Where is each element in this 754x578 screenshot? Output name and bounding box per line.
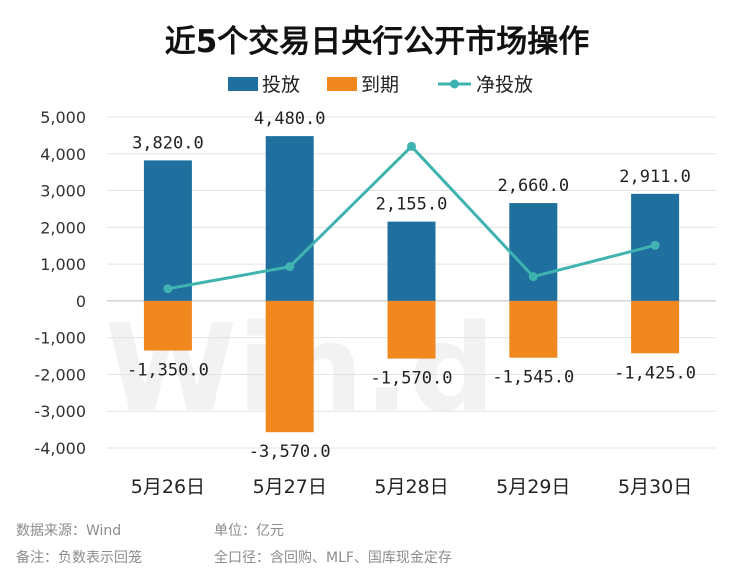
data-label: -1,570.0 [371, 369, 453, 389]
x-tick-label: 5月29日 [496, 476, 570, 498]
x-tick-label: 5月28日 [374, 476, 448, 498]
x-tick-label: 5月30日 [618, 476, 692, 498]
legend-swatch [228, 77, 258, 91]
data-label: 3,820.0 [132, 133, 204, 153]
bar-maturity-0 [143, 300, 192, 351]
bar-maturity-1 [265, 300, 314, 433]
legend-label: 到期 [361, 74, 399, 96]
y-axis: 5,000 4,000 3,000 2,000 1,000 0 -1,000 -2,000 -3… [34, 108, 86, 458]
data-label: -3,570.0 [249, 442, 331, 462]
chart-title: 近5个交易日央行公开市场操作 [165, 24, 590, 60]
y-tick-label: 0 [76, 292, 86, 311]
y-tick-label: 3,000 [40, 182, 86, 201]
bars [143, 136, 680, 433]
net-point-4 [650, 240, 660, 250]
footer-scope: 全口径：含回购、MLF、国库现金定存 [214, 550, 452, 566]
y-tick-label: 1,000 [40, 255, 86, 274]
bar-maturity-2 [387, 300, 436, 359]
net-point-2 [407, 141, 416, 151]
net-point-3 [528, 272, 538, 282]
net-point-1 [285, 262, 295, 272]
legend-swatch-marker [450, 79, 459, 89]
legend-label: 投放 [262, 74, 300, 96]
x-tick-label: 5月27日 [253, 476, 327, 498]
data-label: -1,350.0 [127, 361, 209, 381]
legend-label: 净投放 [476, 74, 533, 96]
data-label: -1,425.0 [614, 363, 696, 383]
footer-unit: 单位：亿元 [214, 523, 284, 539]
bar-maturity-4 [631, 300, 680, 354]
y-tick-label: -1,000 [34, 329, 86, 348]
data-label: 2,660.0 [497, 176, 569, 196]
footer-note: 备注：负数表示回笼 [16, 550, 142, 566]
x-tick-label: 5月26日 [131, 476, 205, 498]
y-tick-label: -3,000 [34, 402, 86, 421]
footer-source: 数据来源：Wind [16, 523, 122, 539]
gridlines [107, 116, 716, 449]
y-tick-label: 2,000 [40, 218, 86, 237]
y-tick-label: -4,000 [34, 439, 86, 458]
y-tick-label: 5,000 [40, 108, 86, 127]
data-label: 4,480.0 [254, 109, 326, 129]
y-tick-label: 4,000 [40, 145, 86, 164]
net-line [163, 141, 660, 294]
legend-swatch [327, 77, 357, 91]
data-label: -1,545.0 [492, 368, 574, 388]
bar-injection-3 [509, 203, 558, 301]
data-labels: 3,820.0 4,480.0 2,155.0 2,660.0 2,911.0 -1,35… [127, 109, 696, 462]
bar-injection-0 [143, 160, 192, 301]
data-label: 2,155.0 [376, 195, 448, 215]
net-point-0 [163, 284, 173, 294]
y-tick-label: -2,000 [34, 365, 86, 384]
bar-injection-2 [387, 221, 436, 301]
bar-maturity-3 [509, 300, 558, 358]
data-label: 2,911.0 [619, 167, 691, 187]
bar-injection-1 [265, 136, 314, 301]
x-axis: 5月26日 5月27日 5月28日 5月29日 5月30日 [131, 476, 692, 498]
legend: 投放 到期 净投放 [228, 74, 533, 96]
